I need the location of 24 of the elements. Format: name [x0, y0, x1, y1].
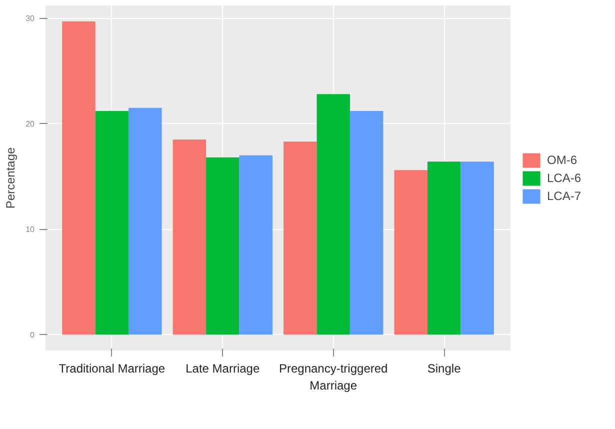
bar	[172, 139, 206, 335]
bar	[95, 111, 129, 335]
bar	[316, 94, 350, 335]
bar	[239, 155, 272, 335]
bar	[206, 157, 240, 335]
bar	[62, 21, 96, 335]
bar	[460, 162, 494, 335]
x-tick-label: Traditional Marriage	[58, 362, 166, 376]
x-tick-label: Single	[427, 362, 462, 376]
legend-label: LCA-7	[547, 188, 582, 202]
x-tick-label: Pregnancy-triggered Marriage	[278, 362, 388, 392]
bar	[284, 142, 317, 335]
bar	[128, 108, 162, 335]
bar	[350, 111, 384, 335]
x-tick-label: Late Marriage	[186, 362, 260, 376]
y-tick-label: 20	[26, 120, 36, 129]
legend-label: LCA-6	[547, 170, 582, 184]
y-tick-label: 0	[30, 330, 36, 340]
bar	[394, 170, 428, 335]
y-tick-label: 30	[26, 14, 36, 24]
bar	[427, 162, 461, 335]
y-tick-label: 10	[26, 225, 36, 234]
legend-label: OM-6	[547, 152, 577, 166]
y-axis-title: Percentage	[4, 146, 18, 209]
